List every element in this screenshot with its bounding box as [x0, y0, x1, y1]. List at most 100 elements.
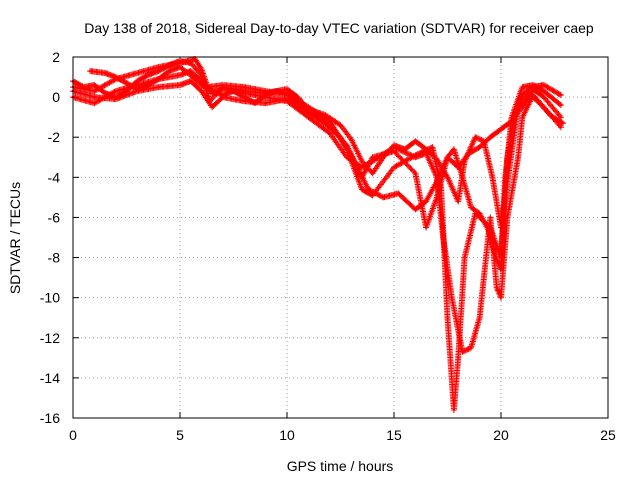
data-point [446, 156, 449, 159]
data-point [103, 71, 107, 75]
data-point [360, 188, 364, 191]
data-point [350, 138, 353, 141]
data-point [457, 356, 460, 360]
data-point [392, 150, 396, 153]
data-point [189, 79, 192, 83]
data-point [414, 208, 417, 211]
y-tick-label: -10 [40, 290, 60, 306]
data-point [324, 113, 327, 117]
data-point [339, 136, 342, 139]
data-point [136, 71, 139, 75]
data-point [529, 85, 533, 89]
data-point [157, 77, 160, 81]
data-point [146, 83, 150, 87]
data-point [392, 144, 396, 147]
data-point [499, 296, 503, 299]
data-point [168, 63, 171, 67]
data-point [542, 95, 545, 99]
data-point [253, 101, 257, 105]
data-point [452, 148, 456, 151]
data-point [521, 105, 524, 109]
data-point [461, 350, 464, 354]
data-point [424, 148, 428, 151]
data-point [210, 105, 214, 109]
data-point [371, 156, 374, 159]
data-point [397, 192, 400, 195]
data-point [243, 85, 246, 89]
data-point [382, 156, 385, 159]
data-point [178, 83, 182, 87]
data-point [489, 216, 492, 219]
data-point [243, 99, 246, 103]
x-tick-label: 10 [279, 427, 295, 443]
data-point [114, 75, 118, 79]
data-point [382, 196, 385, 199]
data-point [360, 160, 364, 163]
data-point [354, 162, 357, 165]
data-point [191, 75, 195, 79]
data-point [307, 107, 310, 111]
chart-title: Day 138 of 2018, Sidereal Day-to-day VTE… [84, 20, 594, 36]
data-point [414, 172, 417, 175]
data-point [360, 166, 364, 169]
data-point [328, 132, 331, 135]
data-point [88, 69, 92, 73]
data-point [469, 346, 473, 350]
data-point [93, 95, 96, 99]
y-tick-label: 2 [52, 49, 60, 65]
data-point [243, 89, 246, 93]
data-point [549, 113, 552, 117]
data-point [82, 85, 85, 89]
data-point [478, 316, 481, 319]
data-point [210, 89, 214, 93]
x-tick-label: 20 [493, 427, 509, 443]
data-point [296, 101, 299, 105]
y-tick-label: -2 [48, 129, 61, 145]
data-point [516, 105, 520, 109]
data-point [499, 128, 503, 131]
y-tick-label: -4 [48, 169, 61, 185]
data-point [371, 172, 374, 175]
data-point [559, 93, 563, 97]
data-point [264, 91, 267, 95]
data-point [178, 65, 182, 69]
x-tick-label: 0 [69, 427, 77, 443]
x-axis-label: GPS time / hours [287, 458, 394, 474]
data-point [521, 115, 524, 119]
data-point [193, 57, 197, 61]
data-point [392, 166, 396, 169]
y-tick-label: -12 [40, 330, 60, 346]
data-point [93, 101, 96, 105]
data-point [478, 146, 481, 149]
data-point [157, 85, 160, 89]
data-point [431, 146, 434, 149]
data-point [489, 136, 492, 139]
data-point [285, 97, 289, 101]
data-point [506, 216, 509, 219]
data-point [157, 65, 160, 69]
data-point [463, 160, 466, 163]
data-point [200, 89, 203, 93]
data-point [450, 296, 453, 299]
data-point [446, 316, 449, 319]
data-point [542, 83, 545, 87]
data-point [478, 212, 481, 215]
x-tick-label: 25 [600, 427, 616, 443]
data-point [491, 176, 494, 179]
data-point [307, 115, 310, 119]
data-point [285, 87, 289, 91]
data-point [521, 85, 524, 89]
data-point [264, 101, 267, 105]
y-tick-label: -8 [48, 250, 61, 266]
data-point [446, 176, 449, 179]
data-point [463, 256, 466, 259]
data-point [414, 140, 417, 143]
data-point [482, 140, 486, 143]
y-tick-label: 0 [52, 89, 60, 105]
data-point [221, 93, 224, 97]
data-point [189, 61, 192, 65]
data-point [435, 180, 438, 183]
data-point [559, 125, 563, 129]
data-point [559, 115, 563, 119]
